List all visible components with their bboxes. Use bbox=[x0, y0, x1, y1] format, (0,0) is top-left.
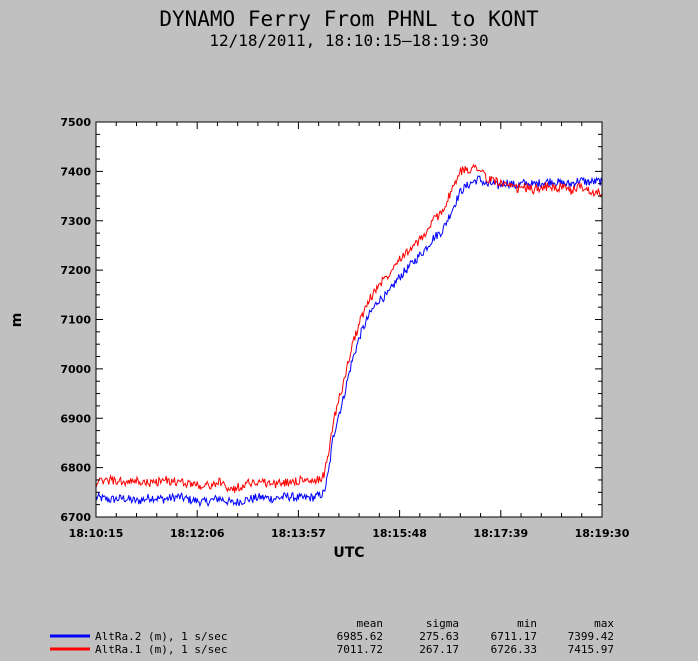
y-tick-label: 6900 bbox=[60, 412, 91, 425]
stats-value: 7415.97 bbox=[568, 643, 614, 656]
x-tick-label: 18:17:39 bbox=[473, 527, 528, 540]
chart-subtitle: 12/18/2011, 18:10:15–18:19:30 bbox=[209, 31, 488, 50]
plot-background bbox=[96, 122, 602, 517]
stats-value: 275.63 bbox=[419, 630, 459, 643]
x-tick-label: 18:10:15 bbox=[69, 527, 124, 540]
x-tick-label: 18:13:57 bbox=[271, 527, 326, 540]
y-tick-label: 7100 bbox=[60, 314, 91, 327]
stats-header: max bbox=[594, 617, 614, 630]
series-line-2 bbox=[95, 163, 603, 493]
stats-value: 7399.42 bbox=[568, 630, 614, 643]
x-axis-label: UTC bbox=[333, 545, 364, 561]
series-line-1 bbox=[95, 175, 603, 508]
y-axis-label: m bbox=[9, 313, 25, 328]
y-tick-label: 7000 bbox=[60, 363, 91, 376]
stats-value: 7011.72 bbox=[337, 643, 383, 656]
legend-series-name: AltRa.1 (m), 1 s/sec bbox=[95, 643, 227, 656]
y-tick-label: 7500 bbox=[60, 116, 91, 129]
y-tick-label: 7400 bbox=[60, 165, 91, 178]
y-tick-label: 7200 bbox=[60, 264, 91, 277]
axis-ticks: 6700 6800 6900 7000 7100 7200 7300 7400 7500 18:1… bbox=[60, 116, 629, 540]
y-tick-label: 7300 bbox=[60, 215, 91, 228]
x-tick-label: 18:12:06 bbox=[170, 527, 225, 540]
stats-value: 6711.17 bbox=[491, 630, 537, 643]
legend: mean sigma min max AltRa.2 (m), 1 s/sec 6985.… bbox=[50, 617, 614, 656]
x-tick-label: 18:19:30 bbox=[575, 527, 630, 540]
stats-value: 6726.33 bbox=[491, 643, 537, 656]
stats-header: mean bbox=[357, 617, 384, 630]
stats-value: 6985.62 bbox=[337, 630, 383, 643]
stats-value: 267.17 bbox=[419, 643, 459, 656]
y-tick-label: 6700 bbox=[60, 511, 91, 524]
y-tick-label: 6800 bbox=[60, 462, 91, 475]
x-tick-label: 18:15:48 bbox=[372, 527, 427, 540]
stats-header: min bbox=[517, 617, 537, 630]
stats-header: sigma bbox=[426, 617, 459, 630]
chart-title: DYNAMO Ferry From PHNL to KONT bbox=[159, 7, 539, 31]
series-layer bbox=[95, 163, 603, 508]
plot-area bbox=[96, 122, 602, 517]
legend-series-name: AltRa.2 (m), 1 s/sec bbox=[95, 630, 227, 643]
